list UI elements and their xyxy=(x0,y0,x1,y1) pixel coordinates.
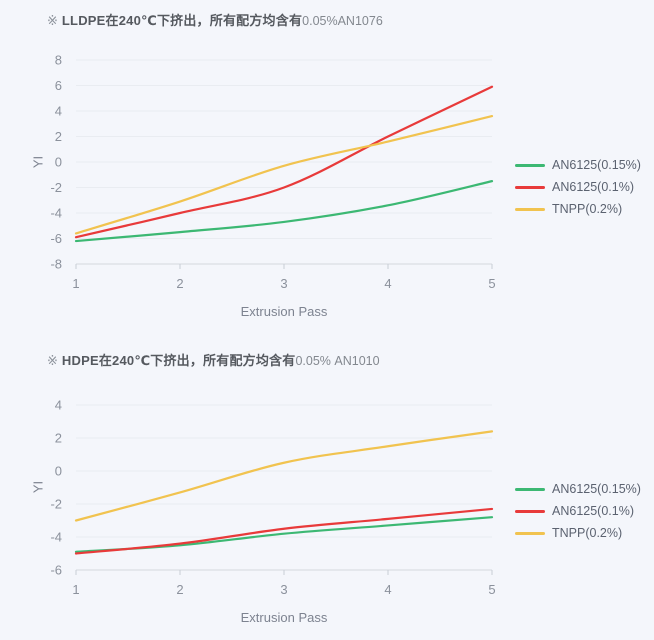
y-tick-label: 8 xyxy=(55,53,62,68)
reference-mark: ※ xyxy=(47,353,58,368)
y-tick-label: -4 xyxy=(50,530,62,545)
y-tick-label: 6 xyxy=(55,78,62,93)
chart-title-note: 0.05% AN1010 xyxy=(295,354,380,368)
chart-title: ※ LLDPE在240℃下挤出，所有配方均含有0.05%AN1076 xyxy=(47,12,383,30)
legend-item[interactable]: TNPP(0.2%) xyxy=(515,522,641,544)
x-tick-label: 4 xyxy=(384,582,391,597)
y-tick-label: 2 xyxy=(55,129,62,144)
y-tick-label: -6 xyxy=(50,231,62,246)
series-line xyxy=(74,516,494,553)
chart-lldpe-yi: ※ LLDPE在240℃下挤出，所有配方均含有0.05%AN1076 YI -8-… xyxy=(31,12,641,319)
chart-title-main: HDPE在240℃下挤出，所有配方均含有 xyxy=(61,353,296,368)
y-tick-label: 0 xyxy=(55,464,62,479)
legend-item[interactable]: TNPP(0.2%) xyxy=(515,198,641,220)
y-tick-label: -4 xyxy=(50,206,62,221)
legend-line-swatch xyxy=(515,487,545,491)
legend-label: TNPP(0.2%) xyxy=(552,526,623,540)
x-axis-label: Extrusion Pass xyxy=(240,610,328,625)
series-line xyxy=(74,507,494,555)
legend-line-swatch xyxy=(515,163,545,167)
x-tick-label: 5 xyxy=(488,582,495,597)
x-tick-label: 4 xyxy=(384,276,391,291)
legend-line-swatch xyxy=(515,531,545,535)
legend-label: AN6125(0.15%) xyxy=(552,158,641,172)
series-line xyxy=(74,85,494,239)
legend-line-swatch xyxy=(515,185,545,189)
legend-line-swatch xyxy=(515,207,545,211)
y-tick-label: 0 xyxy=(55,155,62,170)
x-tick-label: 1 xyxy=(72,276,79,291)
series-line xyxy=(74,180,494,243)
x-tick-label: 2 xyxy=(176,276,183,291)
legend-label: AN6125(0.1%) xyxy=(552,504,634,518)
reference-mark: ※ xyxy=(47,13,58,28)
x-tick-label: 5 xyxy=(488,276,495,291)
legend: AN6125(0.15%) AN6125(0.1%) TNPP(0.2%) xyxy=(515,154,641,220)
y-tick-label: -8 xyxy=(50,257,62,272)
y-tick-label: 4 xyxy=(55,398,62,413)
series-line xyxy=(74,430,494,522)
line-plot: -6 -4 -2 0 2 4 1 2 3 4 5 xyxy=(50,398,495,598)
y-tick-label: -2 xyxy=(50,497,62,512)
x-axis-label: Extrusion Pass xyxy=(240,304,328,319)
legend-label: AN6125(0.1%) xyxy=(552,180,634,194)
x-tick-label: 1 xyxy=(72,582,79,597)
chart-title: ※ HDPE在240℃下挤出，所有配方均含有0.05% AN1010 xyxy=(47,352,380,370)
line-plot: -8 -6 -4 -2 0 2 4 6 8 1 2 3 4 5 xyxy=(50,53,495,292)
y-tick-label: -6 xyxy=(50,563,62,578)
x-tick-label: 3 xyxy=(280,276,287,291)
chart-title-main: LLDPE在240℃下挤出，所有配方均含有 xyxy=(61,13,303,28)
legend-line-swatch xyxy=(515,509,545,513)
series-line xyxy=(74,115,494,235)
chart-hdpe-yi: ※ HDPE在240℃下挤出，所有配方均含有0.05% AN1010 YI -6-… xyxy=(0,340,654,640)
x-tick-label: 2 xyxy=(176,582,183,597)
legend: AN6125(0.15%) AN6125(0.1%) TNPP(0.2%) xyxy=(515,478,641,544)
y-tick-label: -2 xyxy=(50,180,62,195)
legend-item[interactable]: AN6125(0.1%) xyxy=(515,500,641,522)
legend-item[interactable]: AN6125(0.15%) xyxy=(515,478,641,500)
x-tick-label: 3 xyxy=(280,582,287,597)
y-tick-label: 4 xyxy=(55,104,62,119)
legend-label: AN6125(0.15%) xyxy=(552,482,641,496)
legend-label: TNPP(0.2%) xyxy=(552,202,623,216)
legend-item[interactable]: AN6125(0.15%) xyxy=(515,154,641,176)
chart-title-note: 0.05%AN1076 xyxy=(302,14,383,28)
legend-item[interactable]: AN6125(0.1%) xyxy=(515,176,641,198)
y-tick-label: 2 xyxy=(55,431,62,446)
